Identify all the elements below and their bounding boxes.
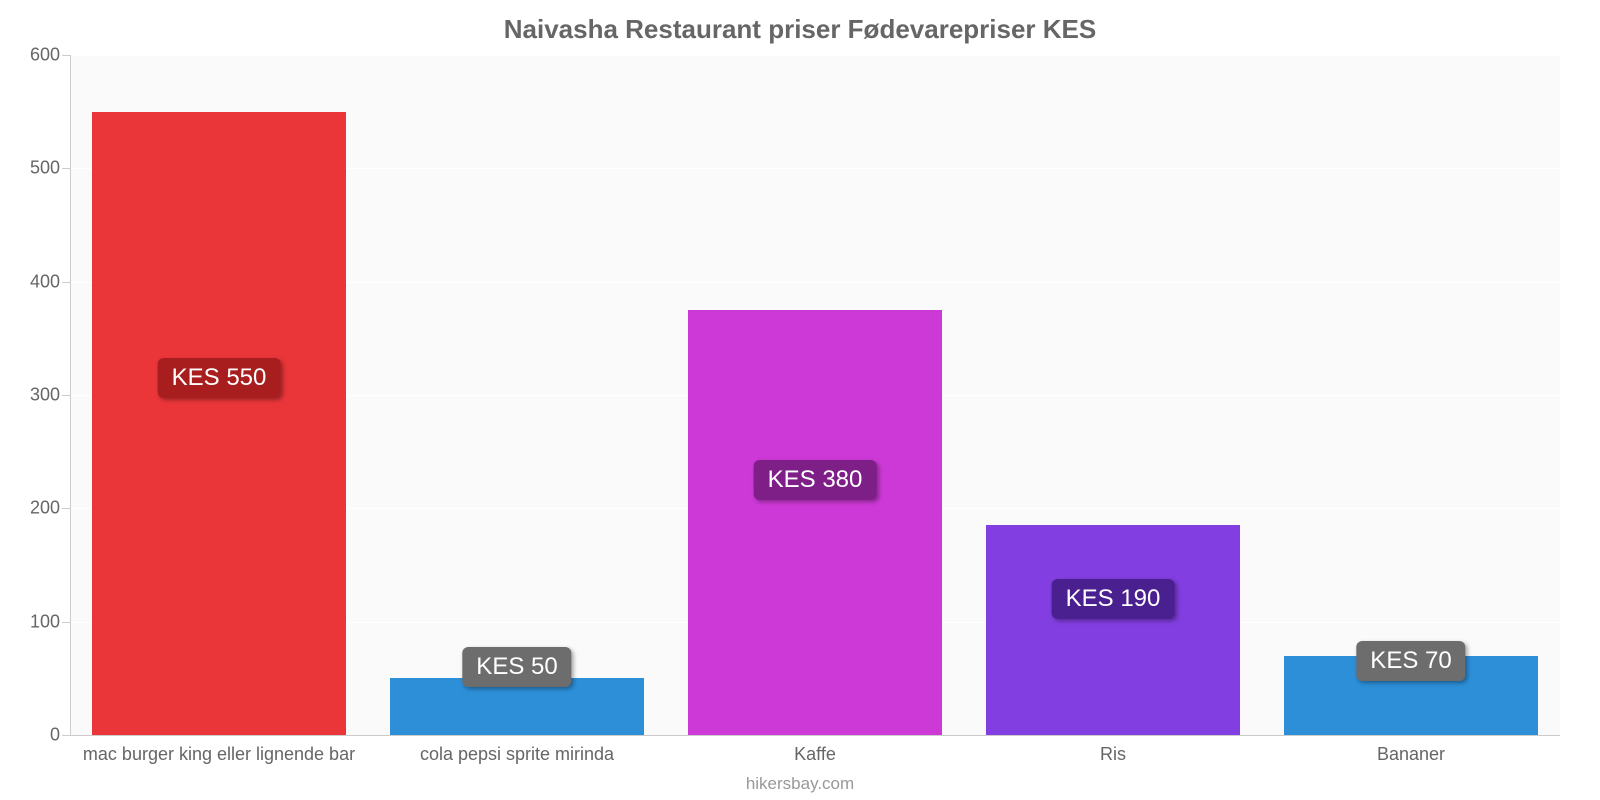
x-axis-line xyxy=(70,735,1560,736)
x-axis-label: Bananer xyxy=(1377,744,1445,765)
x-axis-label: Kaffe xyxy=(794,744,836,765)
y-tick-label: 200 xyxy=(10,498,60,519)
y-tick-mark xyxy=(62,282,70,283)
y-tick-label: 500 xyxy=(10,158,60,179)
y-tick-label: 300 xyxy=(10,385,60,406)
chart-title: Naivasha Restaurant priser Fødevareprise… xyxy=(0,14,1600,45)
bar xyxy=(986,525,1239,735)
bar xyxy=(92,112,345,735)
y-tick-mark xyxy=(62,735,70,736)
grid-line xyxy=(70,55,1560,56)
bar xyxy=(688,310,941,735)
x-axis-label: cola pepsi sprite mirinda xyxy=(420,744,614,765)
y-tick-mark xyxy=(62,168,70,169)
value-label: KES 380 xyxy=(754,460,877,500)
y-tick-label: 0 xyxy=(10,725,60,746)
y-tick-label: 600 xyxy=(10,45,60,66)
y-tick-mark xyxy=(62,622,70,623)
y-tick-mark xyxy=(62,395,70,396)
y-tick-label: 400 xyxy=(10,271,60,292)
y-tick-label: 100 xyxy=(10,611,60,632)
value-label: KES 70 xyxy=(1356,641,1465,681)
chart-container: Naivasha Restaurant priser Fødevareprise… xyxy=(0,0,1600,800)
value-label: KES 550 xyxy=(158,358,281,398)
value-label: KES 190 xyxy=(1052,579,1175,619)
y-tick-mark xyxy=(62,55,70,56)
y-axis-line xyxy=(70,55,71,735)
x-axis-label: Ris xyxy=(1100,744,1126,765)
y-tick-mark xyxy=(62,508,70,509)
attribution-text: hikersbay.com xyxy=(0,774,1600,794)
value-label: KES 50 xyxy=(462,647,571,687)
x-axis-label: mac burger king eller lignende bar xyxy=(83,744,355,765)
